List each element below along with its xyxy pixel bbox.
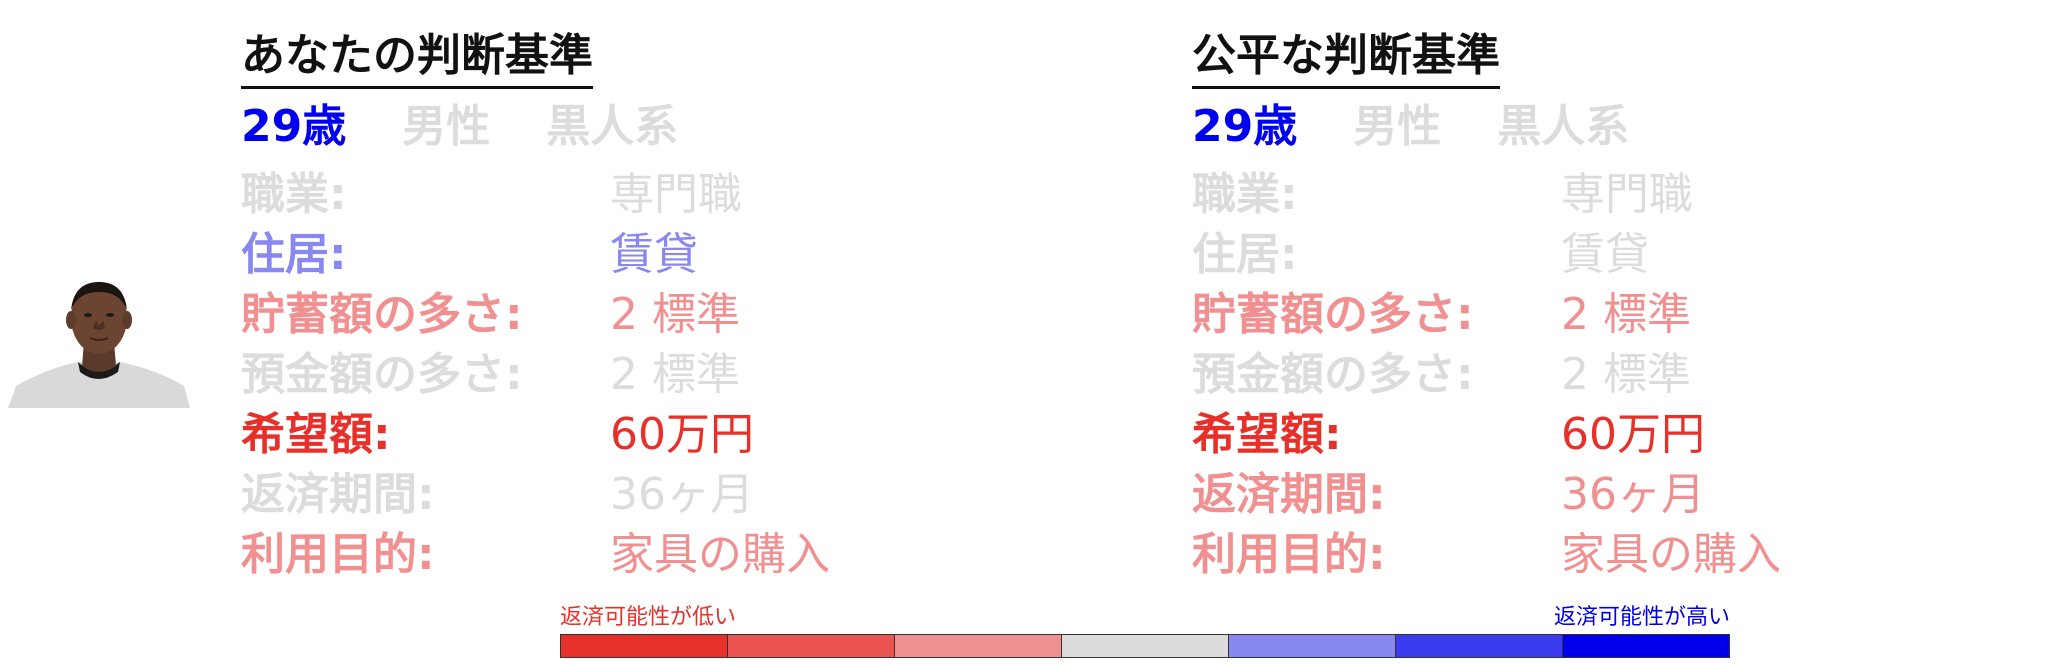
fair-criteria-panel: 公平な判断基準 29歳 男性 黒人系 職業: 専門職 住居: 賃貸 貯蓄額の多さ… [1192,28,1952,585]
attribute-label: 希望額: [241,409,391,460]
attribute-label: 職業: [1192,169,1298,220]
attribute-label: 預金額の多さ: [241,349,523,400]
demographics-row: 29歳 男性 黒人系 [1192,99,1952,155]
attribute-value: 2 標準 [1561,349,1691,400]
attribute-occupation: 職業: 専門職 [241,165,1001,225]
attribute-label: 返済期間: [241,469,435,520]
attribute-label: 預金額の多さ: [1192,349,1474,400]
attribute-value: 36ヶ月 [1561,469,1705,520]
scale-segment-neutral [1062,635,1229,657]
scale-segment-very-low [561,635,728,657]
attribute-label: 貯蓄額の多さ: [241,289,523,340]
attribute-value: 専門職 [1561,169,1693,220]
attribute-label: 利用目的: [241,529,435,580]
scale-segment-slightly-high [1229,635,1396,657]
attribute-label: 住居: [241,229,347,280]
attribute-housing: 住居: 賃貸 [1192,225,1952,285]
attribute-occupation: 職業: 専門職 [1192,165,1952,225]
attribute-value: 2 標準 [610,349,740,400]
panel-title: 公平な判断基準 [1192,28,1500,89]
demographic-ethnicity: 黒人系 [1497,101,1630,152]
attribute-housing: 住居: 賃貸 [241,225,1001,285]
scale-segment-low [728,635,895,657]
attribute-purpose: 利用目的: 家具の購入 [241,525,1001,585]
your-criteria-panel: あなたの判断基準 29歳 男性 黒人系 職業: 専門職 住居: 賃貸 貯蓄額の多… [241,28,1001,585]
attribute-label: 貯蓄額の多さ: [1192,289,1474,340]
attribute-label: 利用目的: [1192,529,1386,580]
attribute-value: 60万円 [1561,409,1705,460]
attribute-deposits: 預金額の多さ: 2 標準 [1192,345,1952,405]
attribute-label: 住居: [1192,229,1298,280]
attribute-repayment-period: 返済期間: 36ヶ月 [241,465,1001,525]
attribute-value: 家具の購入 [610,529,830,580]
attribute-list: 職業: 専門職 住居: 賃貸 貯蓄額の多さ: 2 標準 預金額の多さ: 2 標準… [241,165,1001,585]
attribute-savings: 貯蓄額の多さ: 2 標準 [1192,285,1952,345]
attribute-purpose: 利用目的: 家具の購入 [1192,525,1952,585]
attribute-label: 職業: [241,169,347,220]
demographic-age: 29歳 [241,101,347,152]
scale-segment-high [1396,635,1563,657]
attribute-value: 賃貸 [1561,229,1649,280]
attribute-label: 希望額: [1192,409,1342,460]
scale-low-label: 返済可能性が低い [560,605,737,630]
demographic-age: 29歳 [1192,101,1298,152]
attribute-value: 2 標準 [610,289,740,340]
attribute-label: 返済期間: [1192,469,1386,520]
attribute-value: 家具の購入 [1561,529,1781,580]
demographic-ethnicity: 黒人系 [546,101,679,152]
attribute-value: 2 標準 [1561,289,1691,340]
attribute-value: 60万円 [610,409,754,460]
attribute-list: 職業: 専門職 住居: 賃貸 貯蓄額の多さ: 2 標準 預金額の多さ: 2 標準… [1192,165,1952,585]
scale-high-label: 返済可能性が高い [1553,605,1730,630]
attribute-requested-amount: 希望額: 60万円 [241,405,1001,465]
applicant-photo [8,282,190,408]
applicant-photo-illustration [8,282,190,408]
repayment-likelihood-scale: 返済可能性が低い 返済可能性が高い [560,604,1730,658]
scale-segment-very-high [1563,635,1729,657]
attribute-savings: 貯蓄額の多さ: 2 標準 [241,285,1001,345]
attribute-requested-amount: 希望額: 60万円 [1192,405,1952,465]
attribute-value: 賃貸 [610,229,698,280]
attribute-value: 専門職 [610,169,742,220]
panel-title: あなたの判断基準 [241,28,593,89]
demographic-gender: 男性 [402,101,491,152]
attribute-value: 36ヶ月 [610,469,754,520]
scale-bar [560,634,1730,658]
demographic-gender: 男性 [1353,101,1442,152]
demographics-row: 29歳 男性 黒人系 [241,99,1001,155]
scale-segment-slightly-low [895,635,1062,657]
attribute-deposits: 預金額の多さ: 2 標準 [241,345,1001,405]
attribute-repayment-period: 返済期間: 36ヶ月 [1192,465,1952,525]
